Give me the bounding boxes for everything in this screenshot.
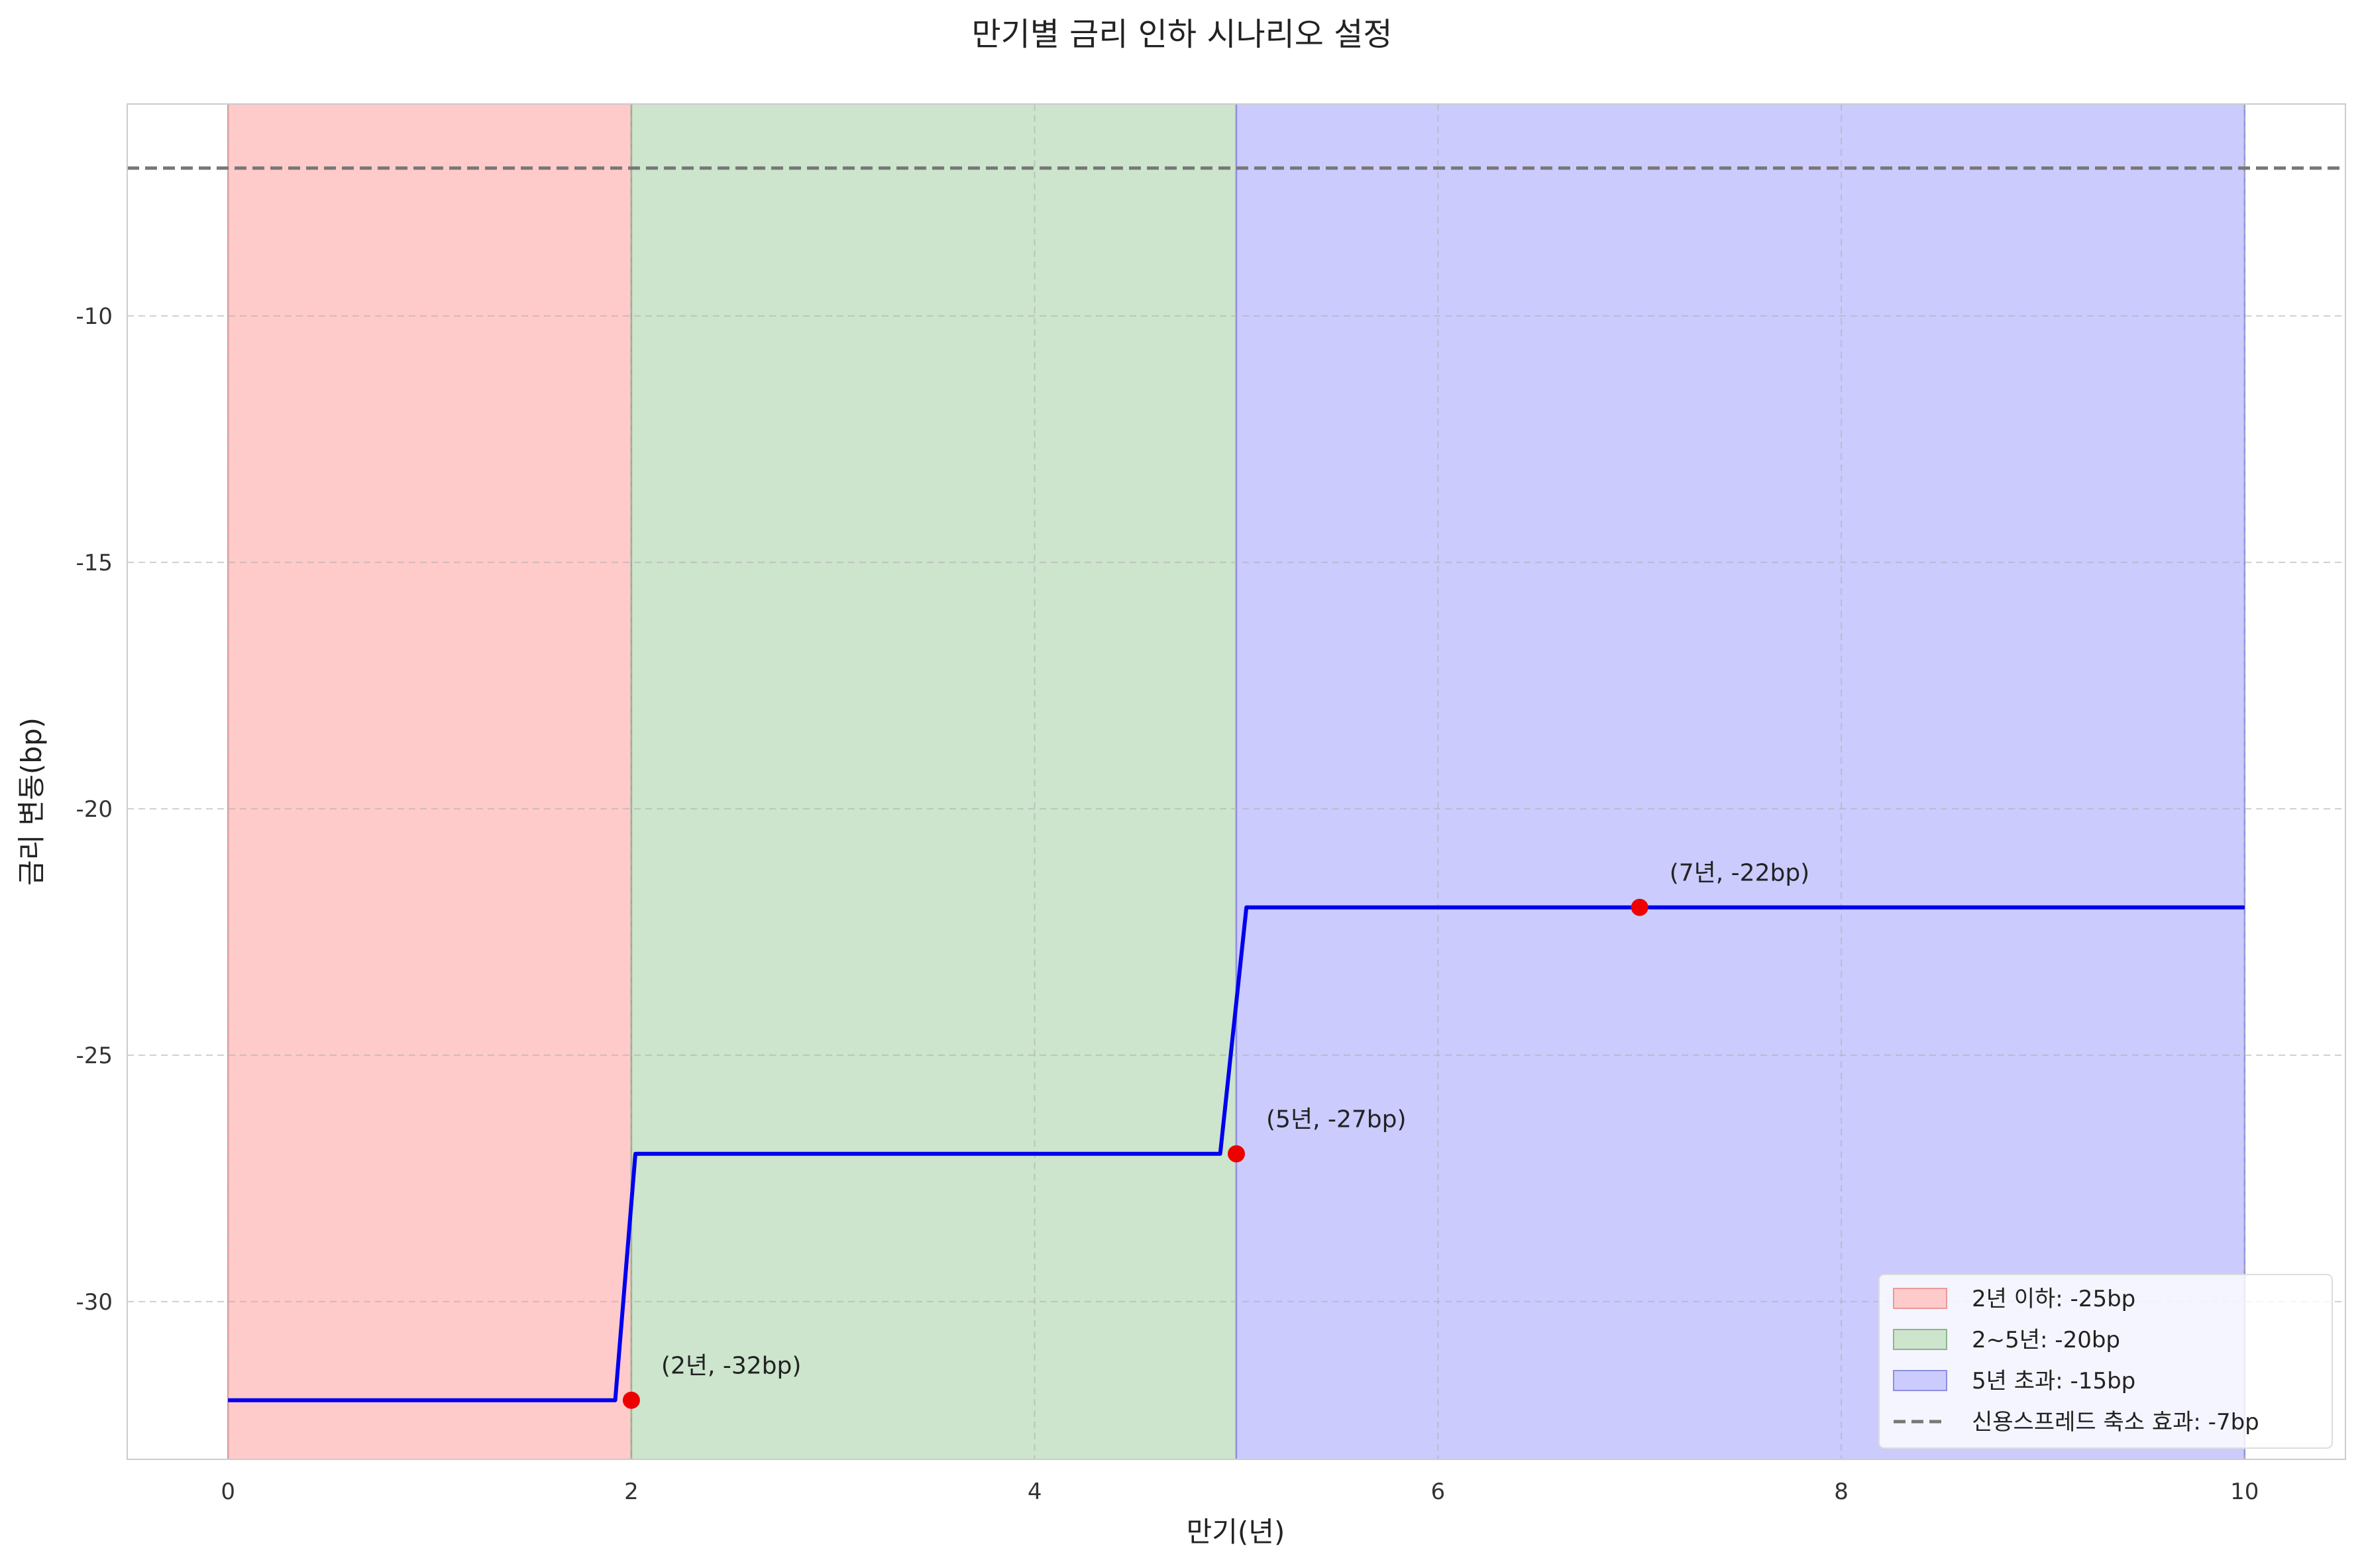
data-point-1	[622, 1391, 640, 1409]
x-tick-label: 6	[1431, 1479, 1446, 1505]
data-point-3	[1631, 898, 1648, 916]
series-layer	[228, 905, 2245, 1402]
legend-swatch-1	[1893, 1288, 1947, 1309]
data-point-2	[1228, 1145, 1245, 1163]
annotation-2: (5년, -27bp)	[1266, 1106, 1407, 1133]
y-tick-label: -25	[76, 1043, 113, 1069]
legend-swatch-2	[1893, 1329, 1947, 1350]
legend-box	[1878, 1274, 2333, 1449]
x-axis-label: 만기(년)	[1187, 1516, 1285, 1548]
y-tick-label: -30	[76, 1289, 113, 1316]
points-layer	[622, 898, 1648, 1409]
legend-swatch-3	[1893, 1370, 1947, 1391]
grid-layer	[127, 104, 2345, 1459]
x-tick-label: 4	[1028, 1479, 1042, 1505]
regions-layer	[227, 104, 2246, 1459]
annotation-3: (7년, -22bp)	[1670, 860, 1810, 887]
plot-frame	[127, 103, 2346, 1460]
y-tick-labels: -30 -25 -20 -15 -10	[76, 303, 113, 1316]
legend-label-reference: 신용스프레드 축소 효과: -7bp	[1972, 1409, 2259, 1436]
x-tick-label: 0	[221, 1479, 235, 1505]
y-tick-label: -20	[76, 796, 113, 823]
x-tick-label: 10	[2230, 1479, 2259, 1505]
chart-title: 만기별 금리 인하 시나리오 설정	[971, 16, 1392, 53]
region-3	[1236, 104, 2245, 1459]
region-2	[631, 104, 1236, 1459]
series-line-1	[228, 905, 2245, 1402]
annotation-layer: (2년, -32bp) (5년, -27bp) (7년, -22bp)	[661, 860, 1809, 1380]
region-1	[228, 104, 631, 1459]
y-axis-label: 금리 변동(bp)	[15, 717, 48, 886]
y-tick-label: -15	[76, 550, 113, 576]
annotation-1: (2년, -32bp)	[661, 1353, 802, 1380]
x-tick-label: 8	[1834, 1479, 1849, 1505]
legend: 2년 이하: -25bp 2~5년: -20bp 5년 초과: -15bp 신용스프레…	[1878, 1274, 2333, 1449]
legend-label-1: 2년 이하: -25bp	[1972, 1286, 2135, 1312]
x-tick-label: 2	[624, 1479, 639, 1505]
x-tick-labels: 0 2 4 6 8 10	[221, 1479, 2259, 1505]
legend-label-3: 5년 초과: -15bp	[1972, 1368, 2135, 1394]
legend-label-2: 2~5년: -20bp	[1972, 1327, 2120, 1353]
y-tick-label: -10	[76, 303, 113, 330]
